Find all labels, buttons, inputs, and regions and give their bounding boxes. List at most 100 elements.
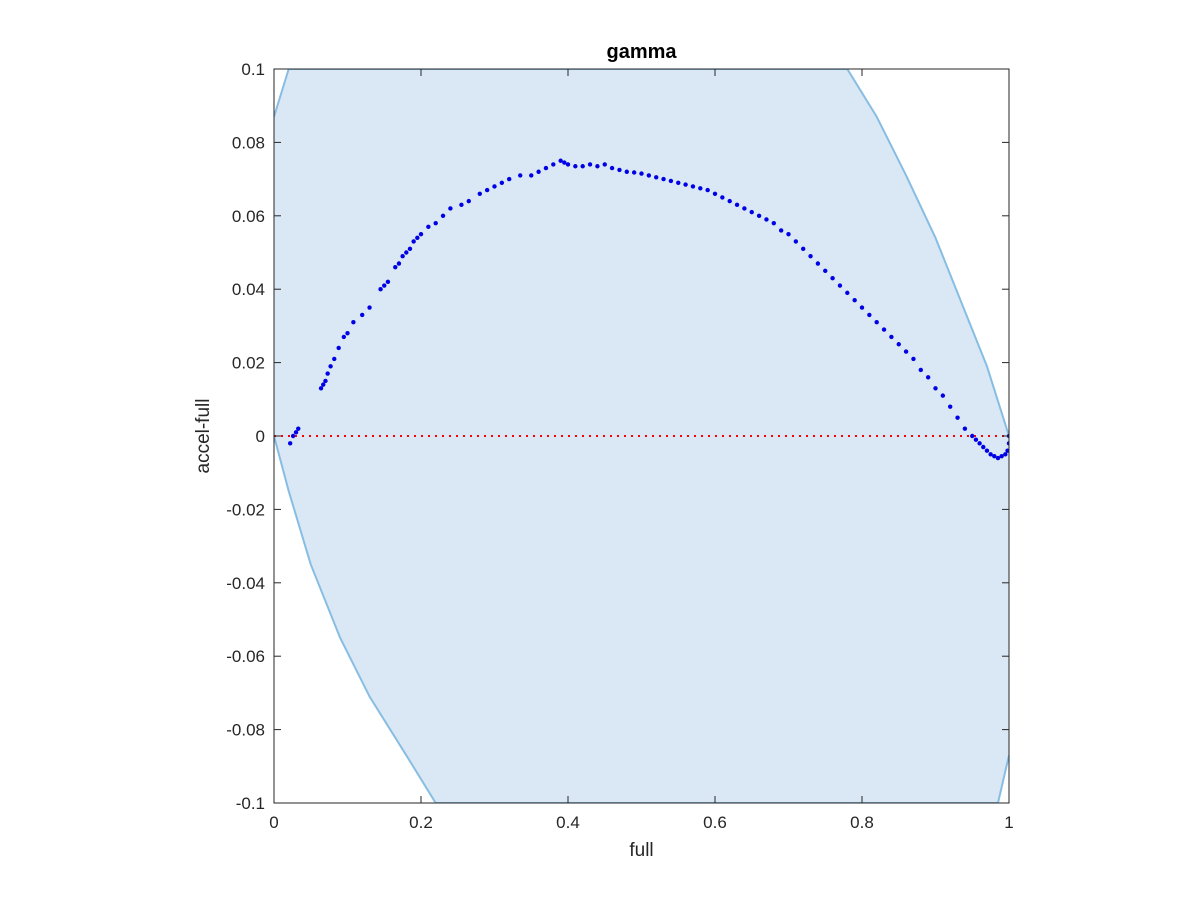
data-point: [411, 239, 416, 244]
data-point: [845, 290, 850, 296]
data-point: [771, 220, 776, 226]
data-point: [948, 404, 953, 409]
data-point: [360, 312, 365, 318]
data-point: [624, 169, 629, 174]
data-point: [734, 202, 740, 207]
x-tick-label: 0.8: [850, 813, 874, 832]
data-point: [727, 198, 732, 204]
confidence-band: [274, 69, 1009, 803]
data-point: [573, 164, 578, 169]
axis-ticks: 0 0.2 0.4 0.6 0.8 1 -0.1 -0.08 -0.06 -0.04 -0.02 0 0…: [226, 60, 1013, 832]
data-point: [815, 261, 821, 266]
chart-title: gamma: [606, 41, 677, 63]
data-point: [881, 327, 887, 332]
data-point: [631, 170, 637, 175]
data-point: [296, 426, 301, 431]
data-point: [529, 173, 534, 178]
data-point: [859, 305, 865, 310]
y-tick-label: 0.04: [232, 280, 265, 299]
band-fill: [274, 69, 1009, 803]
data-point: [837, 283, 843, 288]
data-point: [874, 320, 879, 325]
data-point: [661, 176, 666, 182]
data-point: [683, 182, 688, 187]
data-point: [962, 426, 968, 431]
y-tick-label: -0.02: [226, 500, 265, 519]
data-point: [778, 228, 784, 233]
data-point: [565, 162, 571, 167]
band-lower-edge: [274, 435, 1009, 803]
data-point: [668, 178, 674, 184]
data-point: [351, 320, 356, 325]
data-point: [973, 437, 979, 442]
y-tick-label: -0.04: [226, 574, 265, 593]
x-tick-label: 0.2: [409, 813, 433, 832]
data-point: [852, 298, 857, 303]
data-point: [602, 162, 607, 167]
data-point: [587, 162, 593, 167]
band-upper-edge: [274, 69, 1009, 437]
data-point: [646, 173, 652, 178]
data-point: [918, 367, 923, 373]
y-tick-label: 0.08: [232, 133, 265, 152]
data-point: [801, 246, 806, 252]
data-point: [418, 231, 424, 237]
data-point: [995, 455, 1001, 461]
y-tick-label: -0.06: [226, 647, 265, 666]
data-point: [385, 279, 391, 285]
data-point: [332, 356, 337, 362]
y-tick-label: -0.1: [236, 794, 265, 813]
data-point: [617, 167, 622, 173]
data-point: [318, 386, 324, 391]
data-point: [484, 187, 490, 193]
data-point: [712, 191, 718, 196]
data-point: [720, 195, 725, 200]
data-point: [992, 453, 997, 459]
data-point: [328, 364, 333, 369]
data-point: [756, 213, 762, 218]
data-point: [911, 356, 916, 362]
data-point: [793, 239, 799, 244]
data-point: [1003, 452, 1008, 457]
data-point: [639, 171, 644, 176]
data-point: [543, 165, 549, 171]
x-axis-label: full: [629, 840, 653, 861]
data-point: [448, 206, 453, 211]
data-point: [698, 186, 703, 191]
data-point: [562, 160, 567, 165]
data-point: [466, 198, 471, 204]
data-point: [551, 162, 556, 167]
data-point: [404, 250, 409, 255]
data-point: [981, 444, 986, 450]
data-point: [459, 202, 464, 207]
data-point: [654, 175, 659, 180]
data-point: [955, 415, 960, 420]
data-point: [786, 231, 791, 237]
data-point: [764, 217, 769, 222]
data-point: [676, 180, 681, 185]
data-point: [977, 441, 982, 446]
data-point: [345, 331, 350, 336]
data-point: [940, 393, 946, 398]
data-point: [290, 433, 296, 439]
data-point: [507, 176, 512, 182]
data-point: [933, 386, 938, 391]
data-point: [477, 191, 482, 196]
data-point: [830, 275, 835, 281]
y-tick-label: 0: [256, 427, 265, 446]
data-point: [999, 453, 1004, 459]
y-tick-label: 0.06: [232, 207, 265, 226]
data-point: [903, 349, 909, 354]
data-point: [415, 235, 420, 241]
x-tick-label: 0: [269, 813, 278, 832]
data-point: [690, 184, 696, 189]
data-point: [970, 433, 975, 439]
data-point: [984, 448, 990, 453]
data-point: [407, 246, 413, 252]
data-point: [400, 253, 405, 259]
data-point: [382, 283, 387, 288]
data-point: [742, 206, 747, 211]
x-tick-label: 0.4: [556, 813, 580, 832]
data-point: [367, 305, 372, 310]
